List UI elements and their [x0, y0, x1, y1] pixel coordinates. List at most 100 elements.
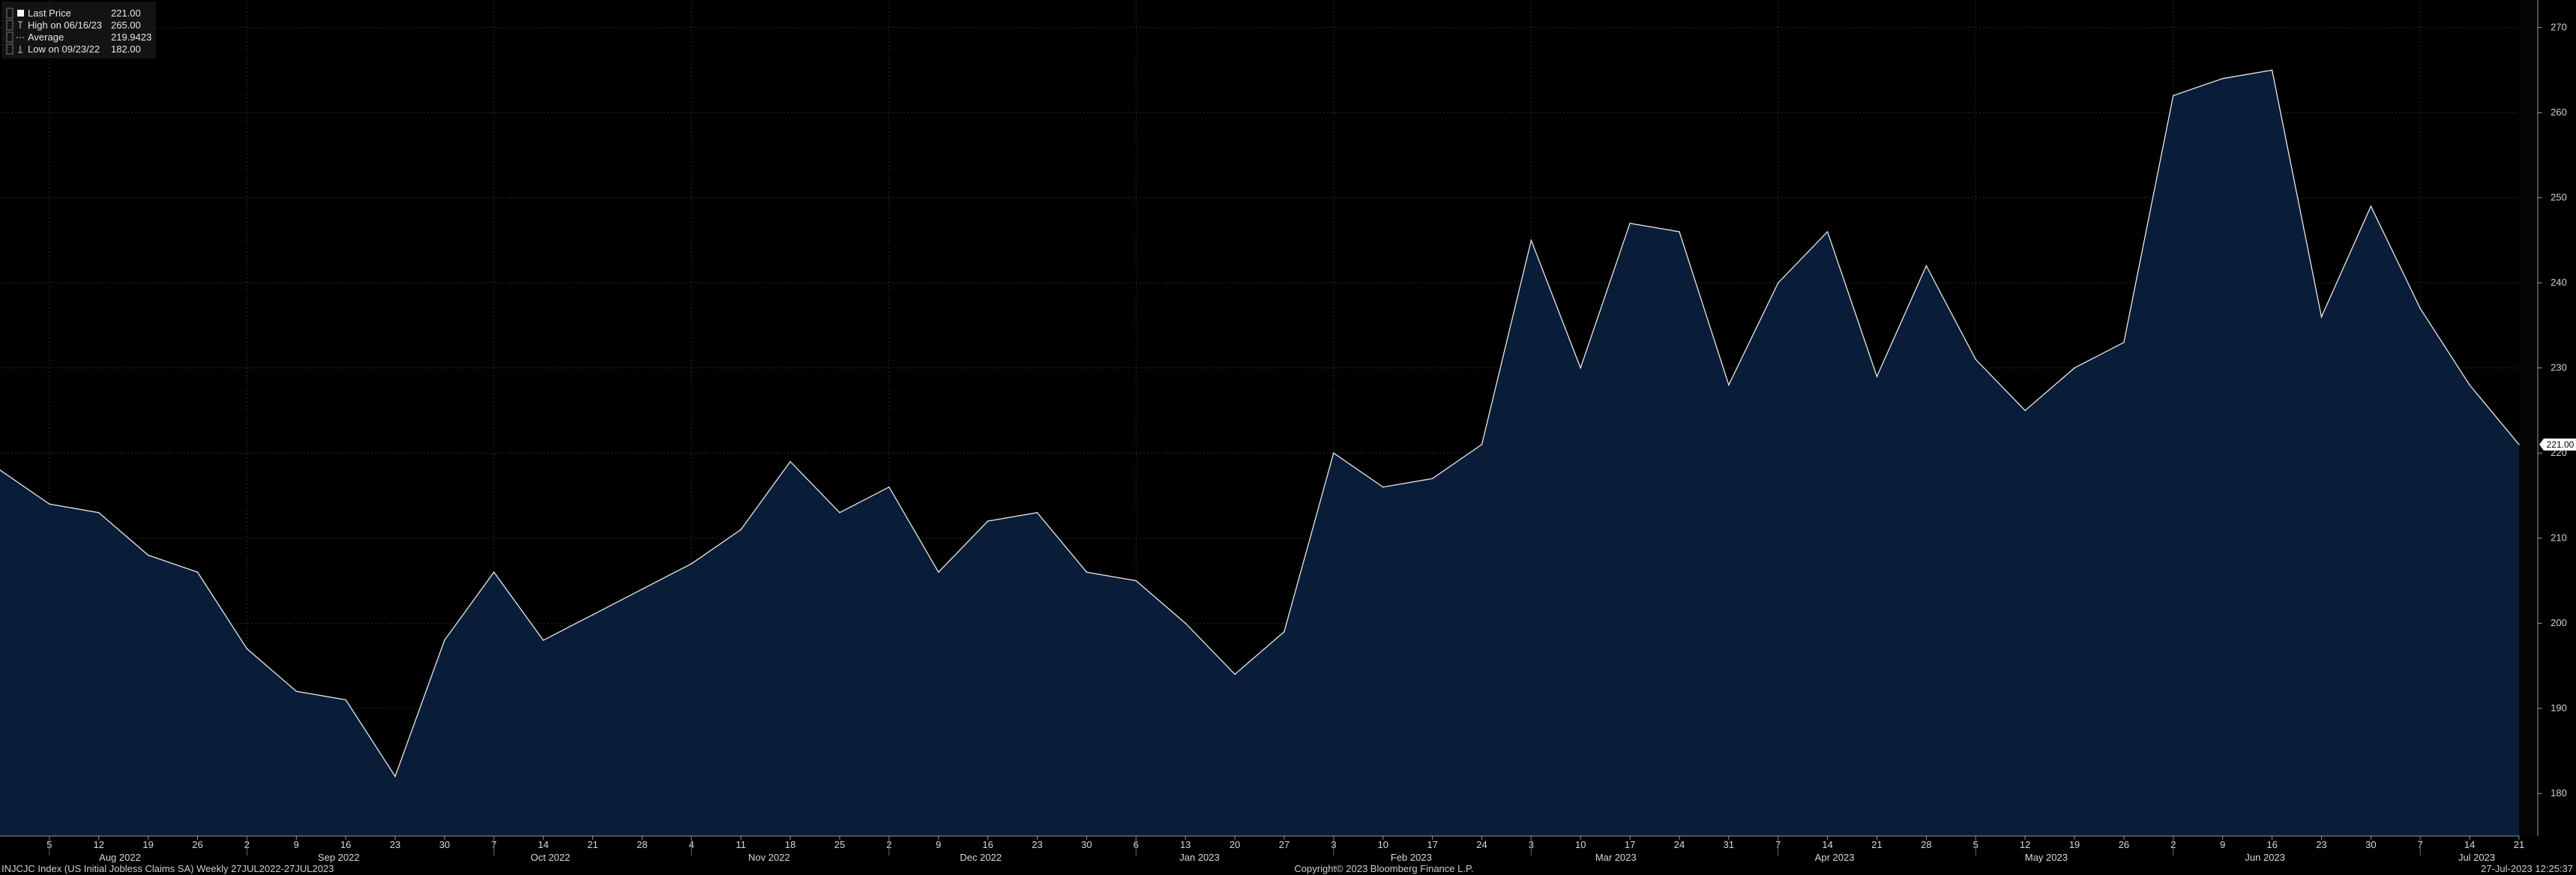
data-point: [1826, 231, 1829, 232]
x-tick-label: 11: [735, 839, 746, 850]
x-tick-label: 16: [340, 839, 351, 850]
legend-item: High on 06/16/23 265.00: [6, 19, 141, 31]
legend-item: Average 219.9423: [6, 31, 151, 43]
data-point: [542, 640, 544, 641]
data-point: [839, 511, 840, 514]
data-point: [1185, 622, 1186, 624]
data-point: [295, 691, 298, 692]
x-tick-label: 13: [1180, 839, 1191, 850]
x-tick-label: 28: [1921, 839, 1931, 850]
data-point: [1925, 265, 1928, 267]
data-point: [1086, 571, 1088, 573]
legend-item: Low on 09/23/22 182.00: [6, 43, 141, 55]
y-tick-label: 260: [2551, 106, 2567, 118]
last-price-tag: 221.00: [2539, 438, 2576, 451]
x-tick-label: 23: [1032, 839, 1042, 850]
y-tick-label: 180: [2551, 787, 2567, 799]
data-point: [493, 571, 495, 573]
data-point: [0, 469, 1, 471]
x-tick-label: 19: [2069, 839, 2080, 850]
x-tick-label: 21: [1871, 839, 1882, 850]
month-label: May 2023: [2025, 852, 2068, 863]
legend-bracket: [6, 19, 13, 31]
x-tick-label: 9: [2220, 839, 2225, 850]
x-tick-label: 20: [1230, 839, 1240, 850]
legend-item: Last Price 221.00: [6, 7, 141, 19]
legend-value: 221.00: [111, 7, 141, 19]
x-tick-label: 21: [2514, 839, 2524, 850]
data-point: [789, 460, 791, 463]
legend-label: Average: [28, 31, 64, 43]
data-point: [2123, 341, 2125, 343]
high-marker-icon: [18, 21, 22, 28]
month-label: Mar 2023: [1595, 852, 1637, 863]
month-label: Apr 2023: [1815, 852, 1855, 863]
footer: INJCJC Index (US Initial Jobless Claims …: [1, 863, 2573, 874]
data-point: [1431, 478, 1433, 480]
x-tick-label: 9: [294, 839, 299, 850]
x-tick-label: 30: [1081, 839, 1092, 850]
x-tick-label: 10: [1377, 839, 1388, 850]
data-point: [740, 529, 741, 531]
x-tick-label: 17: [1427, 839, 1437, 850]
series-line: [0, 69, 2520, 778]
legend-bracket: [6, 43, 13, 55]
legend-value: 265.00: [111, 19, 141, 31]
y-tick-label: 250: [2551, 192, 2567, 203]
x-tick-label: 19: [142, 839, 153, 850]
data-point: [2320, 316, 2323, 318]
legend-label: Low on 09/23/22: [28, 43, 100, 55]
x-tick-label: 12: [2020, 839, 2030, 850]
month-label: Oct 2022: [531, 852, 571, 863]
data-point: [2074, 367, 2075, 369]
y-tick-label: 230: [2551, 362, 2567, 373]
legend-label: High on 06/16/23: [28, 19, 102, 31]
x-tick-label: 31: [1724, 839, 1734, 850]
y-tick-label: 190: [2551, 703, 2567, 714]
x-tick-label: 10: [1575, 839, 1586, 850]
data-point: [394, 775, 396, 778]
x-tick-label: 14: [2464, 839, 2475, 850]
month-label: Jul 2023: [2458, 852, 2495, 863]
data-point: [641, 589, 643, 590]
data-point: [1580, 367, 1581, 369]
x-tick-label: 23: [390, 839, 400, 850]
data-point: [1036, 511, 1038, 514]
area-layer: [0, 69, 2520, 836]
data-point: [987, 520, 989, 522]
y-tick-label: 240: [2551, 277, 2567, 288]
month-label: Sep 2022: [318, 852, 360, 863]
data-point: [2518, 444, 2520, 445]
data-point: [1333, 452, 1334, 454]
data-point: [1975, 358, 1977, 361]
data-point: [2173, 94, 2174, 97]
data-point: [1679, 231, 1680, 232]
data-point: [49, 503, 50, 505]
x-tick-label: 21: [587, 839, 598, 850]
legend-label: Last Price: [28, 7, 71, 19]
x-tick-label: 27: [1279, 839, 1289, 850]
x-tick-label: 12: [94, 839, 104, 850]
data-point: [2419, 307, 2421, 310]
x-tick-label: 26: [2119, 839, 2129, 850]
month-label: Nov 2022: [748, 852, 790, 863]
data-point: [444, 640, 445, 641]
legend-bracket: [6, 7, 13, 19]
data-point: [1876, 376, 1878, 377]
data-point: [938, 571, 939, 573]
month-label: Aug 2022: [99, 852, 141, 863]
x-tick-label: 9: [936, 839, 941, 850]
data-point: [1778, 282, 1779, 284]
data-point: [1382, 486, 1384, 488]
x-tick-label: 23: [2316, 839, 2326, 850]
data-point: [1234, 673, 1236, 676]
data-point: [2370, 205, 2372, 207]
low-marker-icon: [18, 46, 22, 53]
data-point: [2271, 69, 2273, 71]
footer-copyright: Copyright© 2023 Bloomberg Finance L.P.: [1294, 863, 1473, 874]
month-label: Feb 2023: [1391, 852, 1432, 863]
last-price-swatch-icon: [17, 10, 24, 16]
x-tick-label: 30: [439, 839, 450, 850]
